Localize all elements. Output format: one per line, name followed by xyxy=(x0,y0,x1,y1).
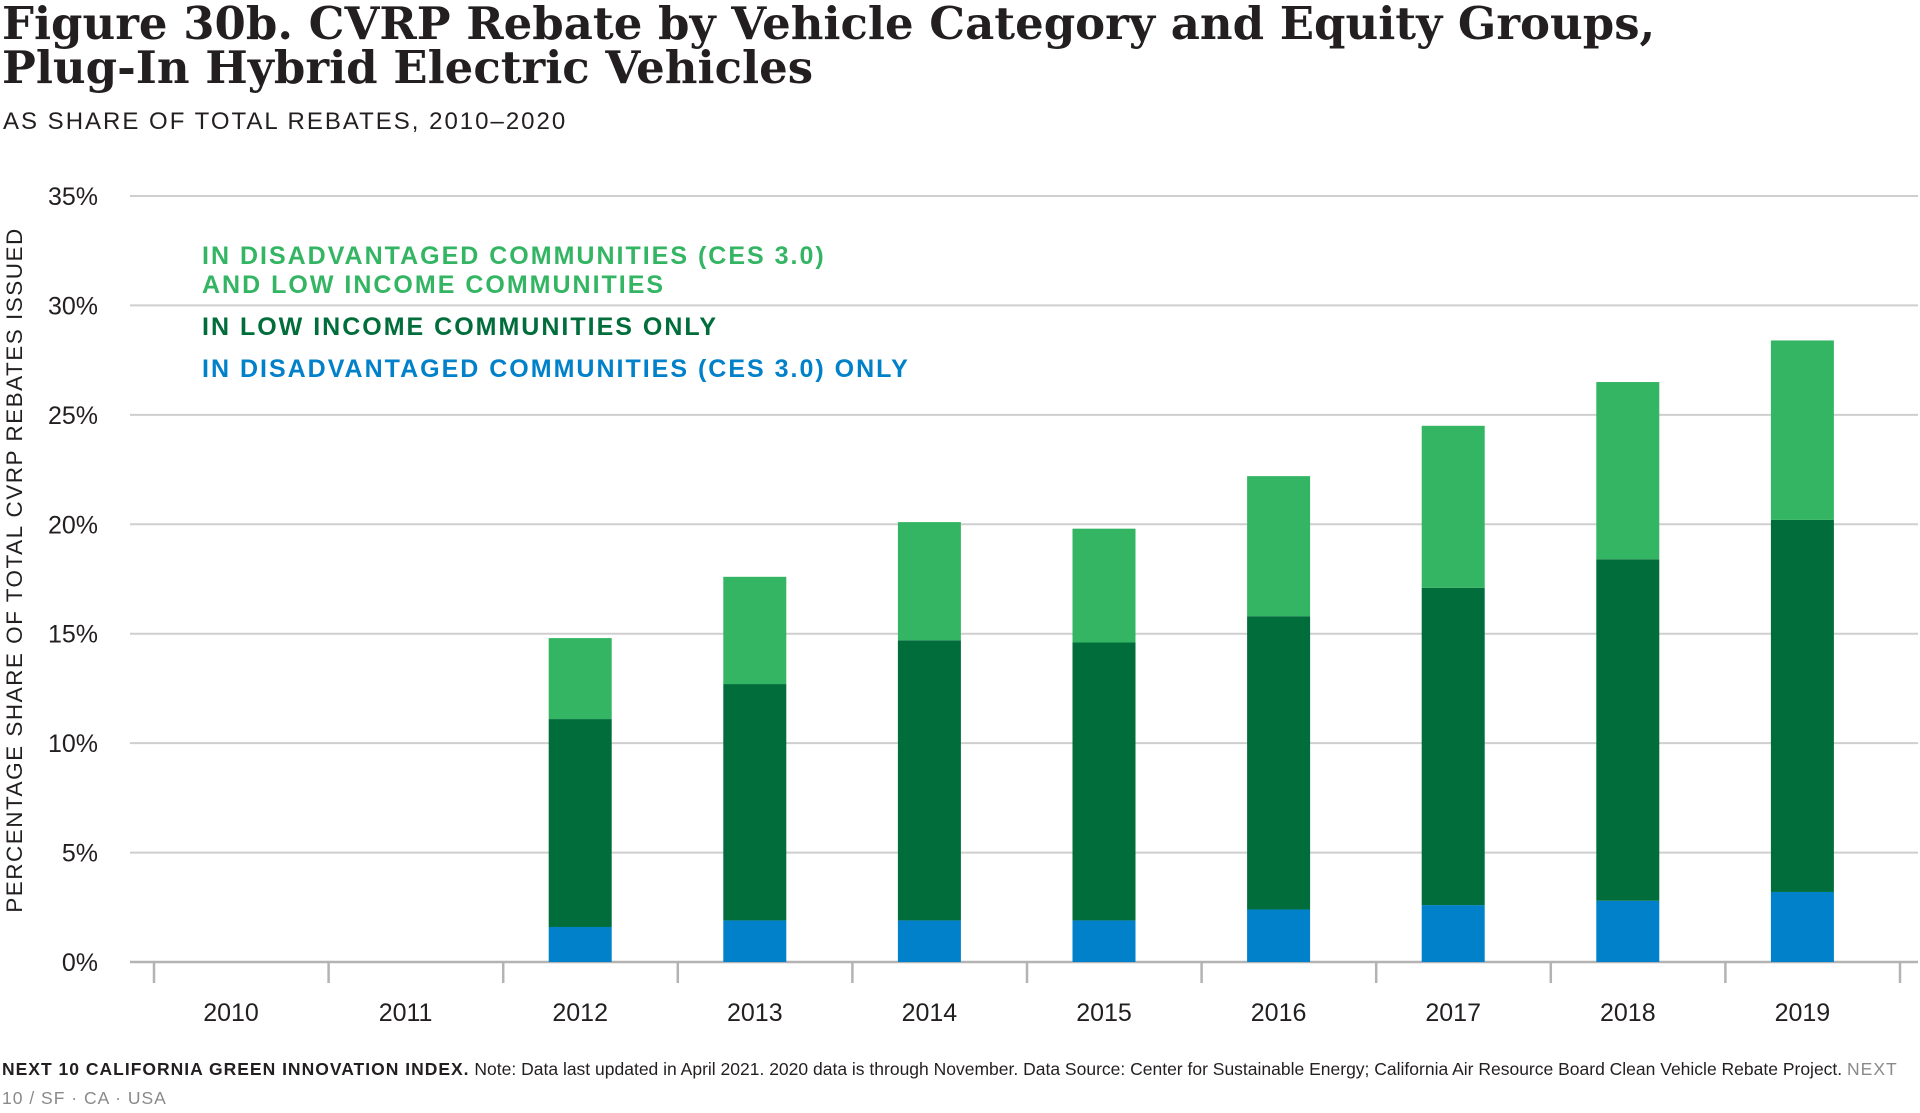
bar-segment-dac-only xyxy=(1596,900,1660,962)
legend-label-2: IN LOW INCOME COMMUNITIES ONLY xyxy=(202,313,718,341)
x-tick-label: 2012 xyxy=(552,999,608,1027)
legend-label-3: IN DISADVANTAGED COMMUNITIES (CES 3.0) O… xyxy=(202,355,910,383)
x-tick-label: 2011 xyxy=(379,999,433,1027)
chart-title-line-2: Plug-In Hybrid Electric Vehicles xyxy=(2,41,814,94)
stacked-bar-chart: 0% 5% 10% 15% 20% 25% 30% 35% 2010 2011 2012 2013 20… xyxy=(2,183,1918,1027)
bar-segment-dac-and-low-income xyxy=(548,638,612,720)
bar-segment-dac-only xyxy=(1247,909,1311,962)
x-tick-label: 2016 xyxy=(1251,999,1307,1027)
footer-note: Note: Data last updated in April 2021. 2… xyxy=(474,1059,1843,1079)
bar-segment-dac-and-low-income xyxy=(1072,528,1136,643)
bar-segment-dac-only xyxy=(1072,920,1136,962)
chart-title-line-1: Figure 30b. CVRP Rebate by Vehicle Categ… xyxy=(2,0,1656,50)
legend-label-1: AND LOW INCOME COMMUNITIES xyxy=(202,271,665,299)
y-tick-label: 0% xyxy=(62,949,98,977)
bar-segment-low-income-only xyxy=(1421,587,1485,906)
x-tick-label: 2014 xyxy=(902,999,958,1027)
bar-segment-dac-and-low-income xyxy=(1770,340,1834,520)
x-tick-label: 2010 xyxy=(203,999,259,1027)
y-axis-title: PERCENTAGE SHARE OF TOTAL CVRP REBATES I… xyxy=(2,227,27,913)
bar-segment-dac-only xyxy=(723,920,787,962)
legend-label-1: IN DISADVANTAGED COMMUNITIES (CES 3.0) xyxy=(202,242,826,270)
y-tick-label: 30% xyxy=(48,292,98,320)
chart-subtitle: AS SHARE OF TOTAL REBATES, 2010–2020 xyxy=(3,108,568,135)
chart-footer: NEXT 10 CALIFORNIA GREEN INNOVATION INDE… xyxy=(2,1055,1902,1113)
bar-segment-dac-and-low-income xyxy=(723,576,787,685)
bar-segment-dac-only xyxy=(897,920,961,962)
bar-segment-dac-and-low-income xyxy=(1247,476,1311,617)
bar-segment-low-income-only xyxy=(1072,642,1136,921)
bar-segment-low-income-only xyxy=(1247,616,1311,910)
bar-segment-dac-only xyxy=(1770,891,1834,962)
x-tick-label: 2018 xyxy=(1600,999,1656,1027)
y-tick-label: 15% xyxy=(48,621,98,649)
x-tick-label: 2015 xyxy=(1076,999,1132,1027)
y-tick-label: 20% xyxy=(48,511,98,539)
y-tick-label: 25% xyxy=(48,402,98,430)
bar-segment-low-income-only xyxy=(1596,559,1660,901)
y-tick-label: 5% xyxy=(62,840,98,868)
x-tick-label: 2013 xyxy=(727,999,783,1027)
bar-segment-dac-and-low-income xyxy=(1421,425,1485,588)
chart-title: Figure 30b. CVRP Rebate by Vehicle Categ… xyxy=(2,0,1902,94)
y-tick-label: 10% xyxy=(48,730,98,758)
bar-segment-low-income-only xyxy=(1770,519,1834,892)
bar-segment-dac-and-low-income xyxy=(1596,382,1660,560)
bar-segment-dac-only xyxy=(548,926,612,962)
footer-tag: NEXT 10 / SF · CA · USA xyxy=(2,1059,1898,1108)
bar-segment-dac-only xyxy=(1421,905,1485,962)
footer-source-label: NEXT 10 CALIFORNIA GREEN INNOVATION INDE… xyxy=(2,1059,470,1079)
bar-segment-dac-and-low-income xyxy=(897,522,961,641)
bar-segment-low-income-only xyxy=(897,640,961,921)
bar-segment-low-income-only xyxy=(723,684,787,921)
y-tick-label: 35% xyxy=(48,183,98,211)
x-tick-label: 2017 xyxy=(1425,999,1481,1027)
bar-segment-low-income-only xyxy=(548,719,612,927)
x-tick-label: 2019 xyxy=(1775,999,1831,1027)
